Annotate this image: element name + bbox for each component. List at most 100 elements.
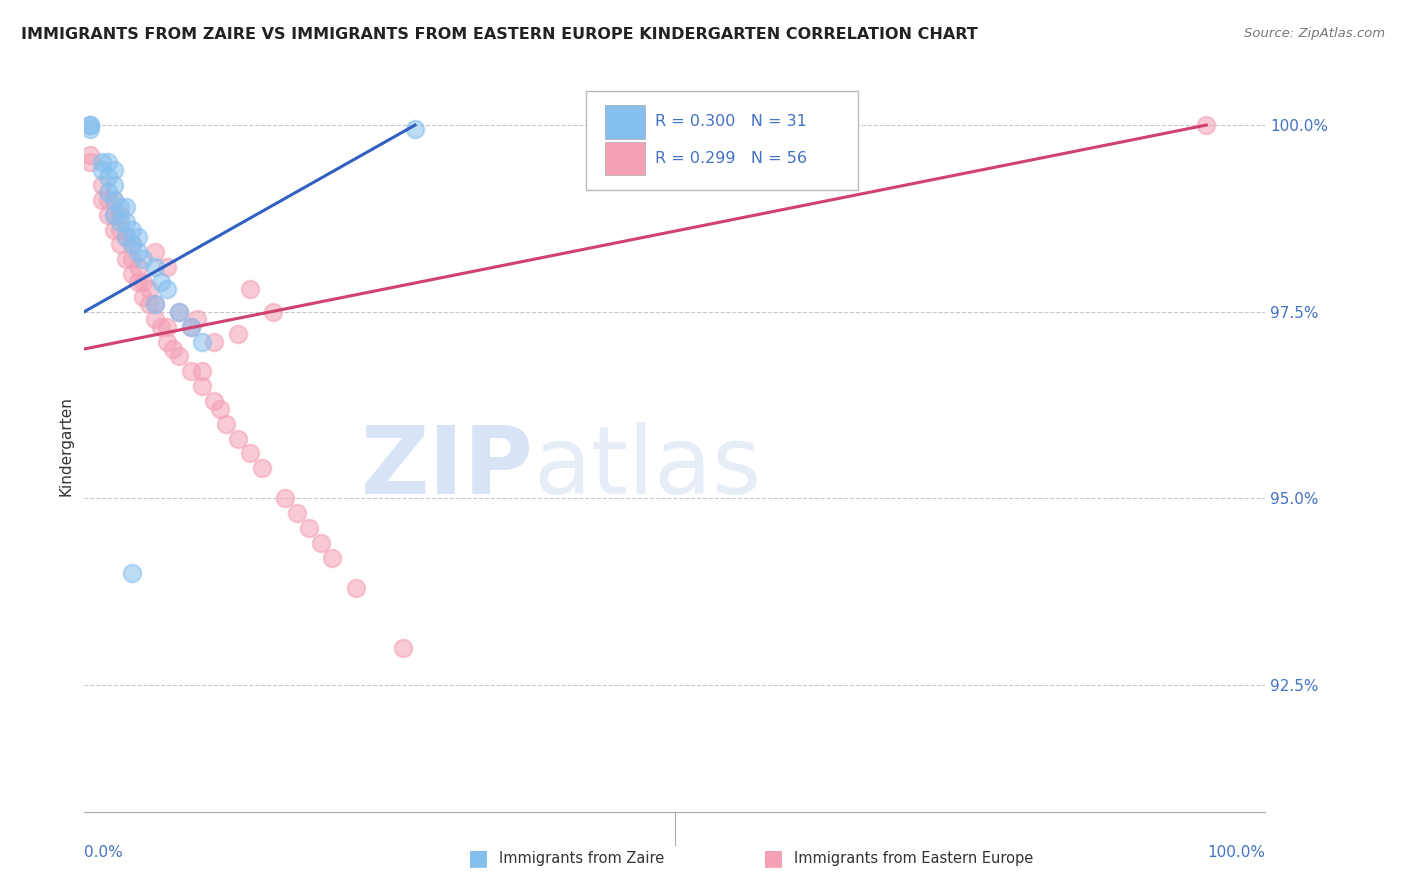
Point (79, 121, 101, 136)
Point (91, 162, 114, 177)
Point (156, 282, 179, 296)
Point (132, 290, 155, 304)
Point (344, 581, 367, 595)
Point (121, 222, 143, 236)
Point (309, 536, 332, 550)
Text: Immigrants from Zaire: Immigrants from Zaire (499, 851, 665, 865)
Point (156, 260, 179, 274)
Point (127, 230, 149, 244)
Point (191, 364, 214, 378)
Point (108, 215, 131, 229)
Text: R = 0.299   N = 56: R = 0.299 N = 56 (655, 151, 807, 166)
Point (167, 304, 190, 318)
Point (180, 364, 202, 378)
Point (91, 193, 114, 207)
Point (121, 237, 143, 252)
Point (239, 282, 262, 296)
Point (156, 334, 179, 349)
FancyBboxPatch shape (605, 142, 645, 176)
Point (404, 121, 426, 136)
Point (121, 237, 143, 252)
Point (138, 297, 160, 311)
Point (114, 230, 136, 244)
Text: ■: ■ (468, 848, 488, 868)
Point (1195, 118, 1218, 132)
Point (143, 260, 166, 274)
Point (167, 304, 190, 318)
Text: 0.0%: 0.0% (84, 845, 124, 860)
Point (392, 640, 415, 655)
Point (108, 200, 131, 214)
Point (103, 193, 125, 207)
Point (127, 244, 149, 259)
Point (285, 506, 308, 520)
Point (103, 208, 125, 222)
Point (103, 178, 125, 192)
Point (132, 252, 155, 267)
Point (215, 417, 238, 431)
Point (156, 319, 179, 334)
Point (250, 461, 273, 475)
Point (103, 193, 125, 207)
Text: IMMIGRANTS FROM ZAIRE VS IMMIGRANTS FROM EASTERN EUROPE KINDERGARTEN CORRELATION: IMMIGRANTS FROM ZAIRE VS IMMIGRANTS FROM… (21, 27, 977, 42)
Point (114, 200, 136, 214)
Point (91, 178, 114, 192)
Text: R = 0.300   N = 31: R = 0.300 N = 31 (655, 114, 807, 129)
Point (191, 334, 214, 349)
Point (180, 319, 202, 334)
Point (79, 148, 101, 162)
FancyBboxPatch shape (605, 105, 645, 139)
Point (121, 252, 143, 267)
Point (162, 342, 184, 356)
Point (180, 319, 202, 334)
Point (91, 155, 114, 169)
Point (79, 118, 101, 132)
Point (191, 379, 214, 393)
Point (226, 326, 249, 341)
Point (167, 350, 190, 364)
Point (97, 170, 120, 185)
Point (97, 155, 120, 169)
Text: Source: ZipAtlas.com: Source: ZipAtlas.com (1244, 27, 1385, 40)
Point (202, 394, 225, 409)
Point (121, 566, 143, 580)
Point (274, 491, 297, 506)
Text: ZIP: ZIP (360, 422, 533, 514)
Point (321, 551, 343, 566)
Point (138, 282, 160, 296)
Point (127, 260, 149, 274)
Point (97, 208, 120, 222)
Point (103, 162, 125, 177)
Point (150, 275, 173, 289)
Point (143, 297, 166, 311)
Point (114, 230, 136, 244)
Point (114, 252, 136, 267)
Point (132, 275, 155, 289)
Point (114, 215, 136, 229)
Point (143, 244, 166, 259)
Y-axis label: Kindergarten: Kindergarten (58, 396, 73, 496)
Point (79, 118, 101, 132)
Text: 100.0%: 100.0% (1208, 845, 1265, 860)
Point (186, 312, 208, 326)
Point (209, 401, 232, 416)
Text: atlas: atlas (533, 422, 762, 514)
Point (239, 446, 262, 460)
Point (108, 208, 131, 222)
Text: Immigrants from Eastern Europe: Immigrants from Eastern Europe (794, 851, 1033, 865)
Point (226, 432, 249, 446)
Point (262, 304, 284, 318)
Point (79, 155, 101, 169)
Point (108, 237, 131, 252)
Point (298, 521, 321, 535)
Point (143, 312, 166, 326)
Point (97, 193, 120, 207)
Point (150, 319, 173, 334)
Point (143, 297, 166, 311)
Point (202, 334, 225, 349)
FancyBboxPatch shape (586, 91, 858, 190)
Point (103, 208, 125, 222)
Point (97, 186, 120, 200)
Point (127, 275, 149, 289)
Point (121, 268, 143, 282)
